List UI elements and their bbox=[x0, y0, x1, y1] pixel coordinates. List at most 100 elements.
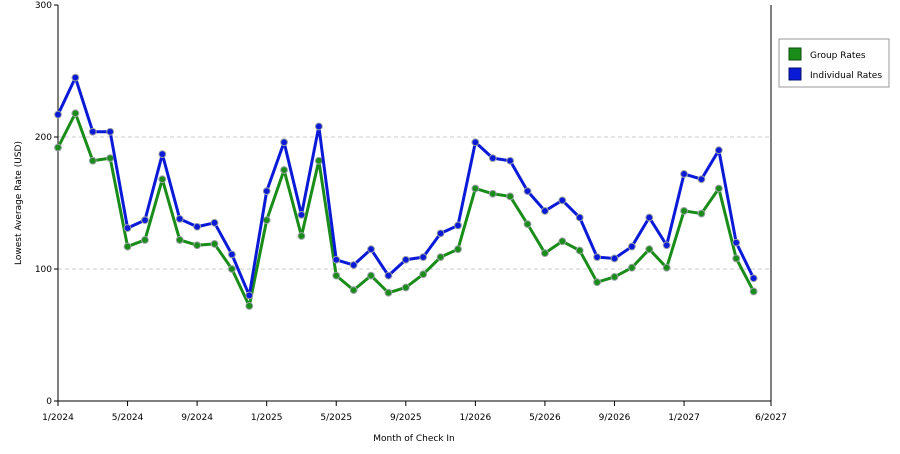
data-point-individual-rates-3/2025 bbox=[297, 210, 306, 219]
data-point-individual-rates-10/2025 bbox=[419, 253, 428, 262]
data-point-individual-rates-6/2024 bbox=[141, 216, 149, 225]
data-point-individual-rates-2/2027 bbox=[697, 175, 706, 184]
data-point-individual-rates-7/2025 bbox=[367, 245, 375, 254]
data-point-individual-rates-12/2025 bbox=[454, 221, 462, 230]
data-point-individual-rates-1/2025 bbox=[262, 187, 271, 196]
data-point-group-rates-3/2025 bbox=[297, 232, 306, 240]
data-point-individual-rates-4/2026 bbox=[523, 187, 532, 196]
data-point-group-rates-3/2024 bbox=[88, 156, 97, 165]
tick-labels: 0 100 200 300 1/2024 5/2024 9/2024 1/2025 5/2025… bbox=[35, 1, 787, 423]
data-point-individual-rates-3/2024 bbox=[88, 127, 97, 136]
data-point-group-rates-2/2024 bbox=[71, 109, 80, 118]
data-point-group-rates-6/2025 bbox=[349, 286, 358, 295]
data-point-group-rates-4/2026 bbox=[523, 220, 532, 229]
legend: Group Rates Individual Rates bbox=[778, 38, 890, 88]
data-point-individual-rates-10/2024 bbox=[210, 218, 219, 227]
data-point-group-rates-7/2024 bbox=[158, 175, 167, 184]
data-point-individual-rates-11/2024 bbox=[228, 250, 236, 259]
x-tick-label-5/2025: 5/2025 bbox=[320, 413, 352, 423]
data-point-group-rates-10/2026 bbox=[627, 263, 636, 272]
data-point-individual-rates-1/2026 bbox=[471, 138, 480, 147]
x-tick-label-1/2025: 1/2025 bbox=[251, 413, 283, 423]
x-tick-label-6/2027: 6/2027 bbox=[755, 413, 787, 423]
data-point-individual-rates-3/2027 bbox=[714, 146, 723, 155]
data-point-individual-rates-4/2024 bbox=[106, 127, 115, 136]
y-tick-label-200: 200 bbox=[35, 133, 52, 143]
data-point-group-rates-1/2027 bbox=[680, 207, 688, 215]
data-point-individual-rates-2/2024 bbox=[71, 73, 80, 82]
data-point-individual-rates-8/2025 bbox=[384, 271, 393, 280]
data-point-individual-rates-12/2024 bbox=[245, 291, 254, 300]
data-point-group-rates-5/2024 bbox=[123, 242, 132, 251]
x-tick-label-9/2024: 9/2024 bbox=[181, 413, 213, 423]
data-point-individual-rates-10/2026 bbox=[627, 242, 636, 251]
x-axis-title: Month of Check In bbox=[373, 434, 455, 444]
data-point-group-rates-9/2026 bbox=[610, 273, 619, 281]
data-point-group-rates-4/2024 bbox=[106, 154, 115, 163]
data-point-group-rates-1/2025 bbox=[262, 216, 271, 225]
x-tick-label-9/2026: 9/2026 bbox=[599, 413, 631, 423]
data-point-individual-rates-5/2026 bbox=[541, 207, 549, 215]
data-point-individual-rates-7/2026 bbox=[575, 213, 584, 222]
data-point-individual-rates-9/2026 bbox=[610, 254, 619, 263]
data-point-individual-rates-6/2026 bbox=[558, 196, 567, 205]
data-point-individual-rates-6/2025 bbox=[349, 261, 358, 269]
series-line-group-rates bbox=[56, 111, 756, 308]
y-axis-title: Lowest Average Rate (USD) bbox=[14, 141, 24, 265]
data-point-group-rates-6/2024 bbox=[141, 236, 149, 244]
data-point-individual-rates-4/2025 bbox=[314, 122, 323, 131]
data-point-group-rates-11/2024 bbox=[228, 265, 236, 273]
data-point-group-rates-12/2025 bbox=[454, 245, 462, 254]
x-tick-label-9/2025: 9/2025 bbox=[390, 413, 422, 423]
axes bbox=[54, 4, 772, 406]
data-point-group-rates-11/2026 bbox=[645, 245, 654, 254]
data-point-group-rates-11/2025 bbox=[436, 253, 445, 262]
data-point-individual-rates-11/2026 bbox=[645, 213, 654, 222]
data-point-individual-rates-9/2024 bbox=[193, 222, 202, 231]
data-point-individual-rates-1/2027 bbox=[680, 170, 688, 178]
data-point-group-rates-8/2024 bbox=[175, 236, 184, 244]
data-point-group-rates-2/2025 bbox=[280, 166, 288, 174]
data-point-group-rates-8/2026 bbox=[593, 278, 601, 287]
series-individual-rates bbox=[54, 73, 758, 300]
legend-swatch-individual-rates bbox=[788, 67, 802, 81]
legend-label-group-rates: Group Rates bbox=[810, 51, 866, 61]
data-point-group-rates-4/2025 bbox=[314, 156, 323, 165]
data-point-individual-rates-12/2026 bbox=[662, 241, 671, 250]
data-point-individual-rates-4/2027 bbox=[732, 238, 741, 247]
data-point-group-rates-5/2026 bbox=[541, 249, 549, 258]
data-point-group-rates-10/2025 bbox=[419, 270, 428, 279]
y-tick-label-300: 300 bbox=[35, 1, 52, 11]
data-point-individual-rates-5/2025 bbox=[332, 255, 341, 264]
data-point-individual-rates-8/2026 bbox=[593, 253, 601, 262]
data-point-group-rates-3/2027 bbox=[714, 184, 723, 193]
data-point-group-rates-12/2026 bbox=[662, 263, 671, 272]
data-point-group-rates-6/2026 bbox=[558, 237, 567, 246]
data-point-individual-rates-2/2026 bbox=[488, 154, 497, 163]
data-point-individual-rates-7/2024 bbox=[158, 150, 167, 159]
data-point-individual-rates-2/2025 bbox=[280, 138, 288, 147]
x-tick-label-1/2027: 1/2027 bbox=[668, 413, 700, 423]
data-point-group-rates-8/2025 bbox=[384, 288, 393, 297]
data-point-individual-rates-5/2024 bbox=[123, 224, 132, 232]
data-point-group-rates-1/2024 bbox=[54, 143, 62, 152]
data-point-group-rates-2/2027 bbox=[697, 209, 706, 218]
data-point-group-rates-1/2026 bbox=[471, 184, 480, 193]
data-point-group-rates-5/2025 bbox=[332, 271, 341, 280]
y-tick-label-100: 100 bbox=[35, 265, 52, 275]
series bbox=[54, 73, 758, 310]
data-point-group-rates-5/2027 bbox=[749, 287, 758, 296]
legend-swatch-group-rates bbox=[788, 47, 802, 61]
data-point-group-rates-7/2025 bbox=[367, 271, 375, 280]
data-point-individual-rates-11/2025 bbox=[436, 229, 445, 238]
data-point-group-rates-12/2024 bbox=[245, 302, 254, 310]
data-point-individual-rates-9/2025 bbox=[401, 255, 410, 264]
data-point-group-rates-9/2025 bbox=[401, 283, 410, 292]
x-tick-label-5/2026: 5/2026 bbox=[529, 413, 561, 423]
data-point-group-rates-10/2024 bbox=[210, 240, 219, 248]
x-tick-label-5/2024: 5/2024 bbox=[112, 413, 144, 423]
legend-label-individual-rates: Individual Rates bbox=[810, 71, 882, 81]
data-point-individual-rates-5/2027 bbox=[749, 274, 758, 283]
